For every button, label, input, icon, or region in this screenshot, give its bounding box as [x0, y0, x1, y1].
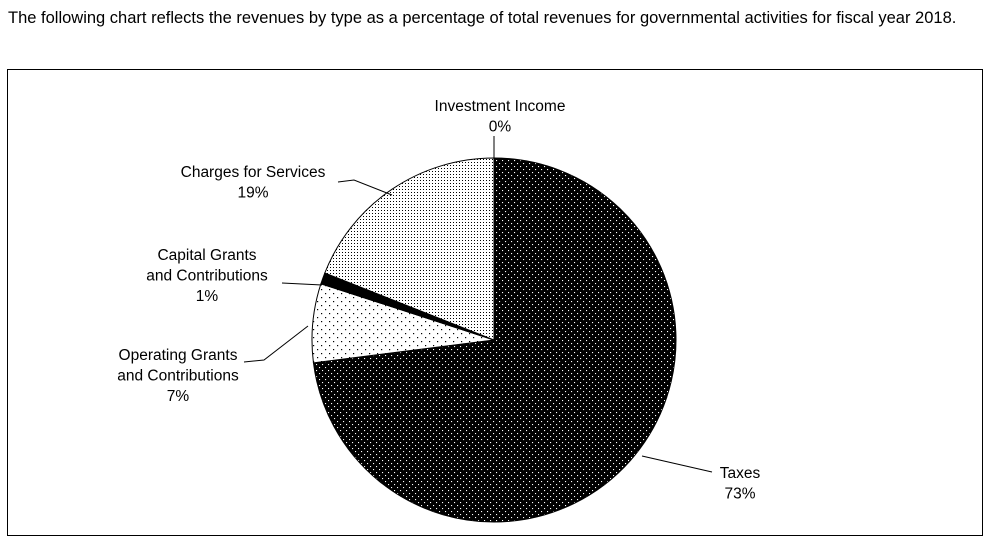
leader-line-charges [337, 179, 393, 196]
pie-slice-taxes [312, 157, 677, 523]
chart-description: The following chart reflects the revenue… [8, 9, 957, 27]
slice-value-investment: 0% [489, 119, 512, 136]
leader-line-taxes [641, 455, 713, 473]
slice-label-operating-0: Operating Grants [119, 347, 238, 364]
pie-slice-charges [324, 157, 495, 341]
slice-label-taxes-0: Taxes [720, 465, 761, 482]
slice-value-operating: 7% [167, 388, 190, 405]
slice-label-charges-0: Charges for Services [181, 164, 326, 181]
slice-label-operating-1: and Contributions [117, 368, 239, 385]
slice-value-charges: 19% [237, 185, 268, 202]
leader-line-capital [281, 282, 323, 286]
slice-value-capital: 1% [196, 288, 219, 305]
slice-label-investment-0: Investment Income [435, 98, 566, 115]
chart-frame [7, 69, 983, 536]
slice-label-capital-0: Capital Grants [157, 247, 256, 264]
leader-line-operating [243, 325, 309, 363]
slice-label-capital-1: and Contributions [146, 268, 268, 285]
slice-value-taxes: 73% [724, 486, 755, 503]
